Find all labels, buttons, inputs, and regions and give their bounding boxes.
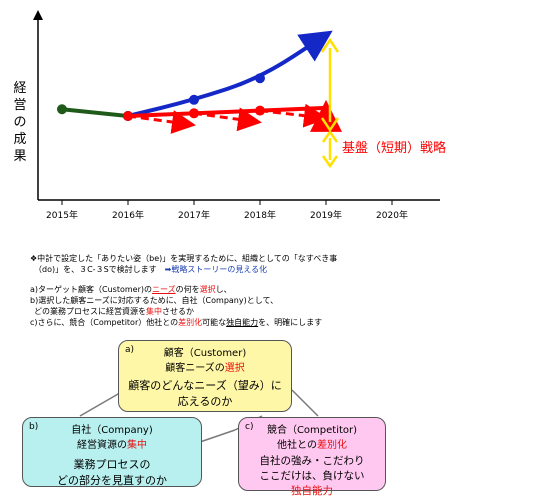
y-axis-arrow bbox=[33, 10, 43, 20]
competitor-sub: 他社との差別化 bbox=[277, 440, 347, 451]
customer-title: 顧客（Customer) bbox=[163, 348, 247, 359]
strategy-chart: 2015年 2016年 2017年 2018年 2019年 2020年 経営の成果 基盤（… bbox=[13, 10, 446, 221]
strategy-story-link: ➡戦略ストーリーの見える化 bbox=[164, 265, 268, 274]
series-dashed-segment bbox=[127, 110, 196, 134]
series-point bbox=[255, 73, 265, 84]
series-point bbox=[57, 104, 67, 115]
list-item-b: b)選択した顧客ニーズに対応するために、自社（Company)として、 bbox=[30, 296, 279, 305]
y-axis-label: 経営の成果 bbox=[13, 81, 26, 164]
x-tick-label: 2017年 bbox=[178, 209, 210, 221]
list-item-a: a)ターゲット顧客（Customer)のニーズの何を選択し、 bbox=[30, 285, 232, 294]
series-dashed-segment bbox=[193, 107, 262, 132]
intro-line-2: （do)」を、３C-３Sで検討します ➡戦略ストーリーの見える化 bbox=[34, 265, 268, 274]
company-title: 自社（Company) bbox=[71, 425, 153, 436]
x-tick-label: 2019年 bbox=[310, 209, 342, 221]
customer-box: a) 顧客（Customer) 顧客ニーズの選択 顧客のどんなニーズ（望み）に … bbox=[118, 340, 292, 412]
series-line-1 bbox=[127, 30, 333, 118]
series-dashed-segment bbox=[259, 103, 328, 128]
competitor-box: c) 競合（Competitor) 他社との差別化 自社の強み・こだわり ここだ… bbox=[238, 417, 386, 497]
x-tick-label: 2015年 bbox=[46, 209, 78, 221]
series-line-0 bbox=[61, 107, 129, 118]
list-item-c: c)さらに、競合（Competitor）他社との差別化可能な独自能力を、明確にし… bbox=[30, 318, 323, 327]
series-point bbox=[189, 94, 199, 105]
strategy-annotation: 基盤（短期）戦略 bbox=[342, 140, 446, 156]
yellow-gap-arrow-lower bbox=[321, 129, 339, 169]
intro-line-1: ❖中計で設定した「ありたい姿（be)」を実現するために、組織としての「なすべき事 bbox=[30, 254, 338, 263]
competitor-title: 競合（Competitor) bbox=[266, 425, 358, 436]
company-box: b) 自社（Company) 経営資源の集中 業務プロセスの どの部分を見直すの… bbox=[22, 417, 202, 487]
x-tick-label: 2016年 bbox=[112, 209, 144, 221]
x-tick-label: 2018年 bbox=[244, 209, 276, 221]
company-sub: 経営資源の集中 bbox=[77, 440, 147, 451]
x-tick-label: 2020年 bbox=[376, 209, 408, 221]
yellow-gap-arrow-upper bbox=[320, 37, 340, 133]
customer-sub: 顧客ニーズの選択 bbox=[165, 363, 245, 374]
list-item-b-cont: どの業務プロセスに経営資源を集中させるか bbox=[34, 307, 194, 316]
